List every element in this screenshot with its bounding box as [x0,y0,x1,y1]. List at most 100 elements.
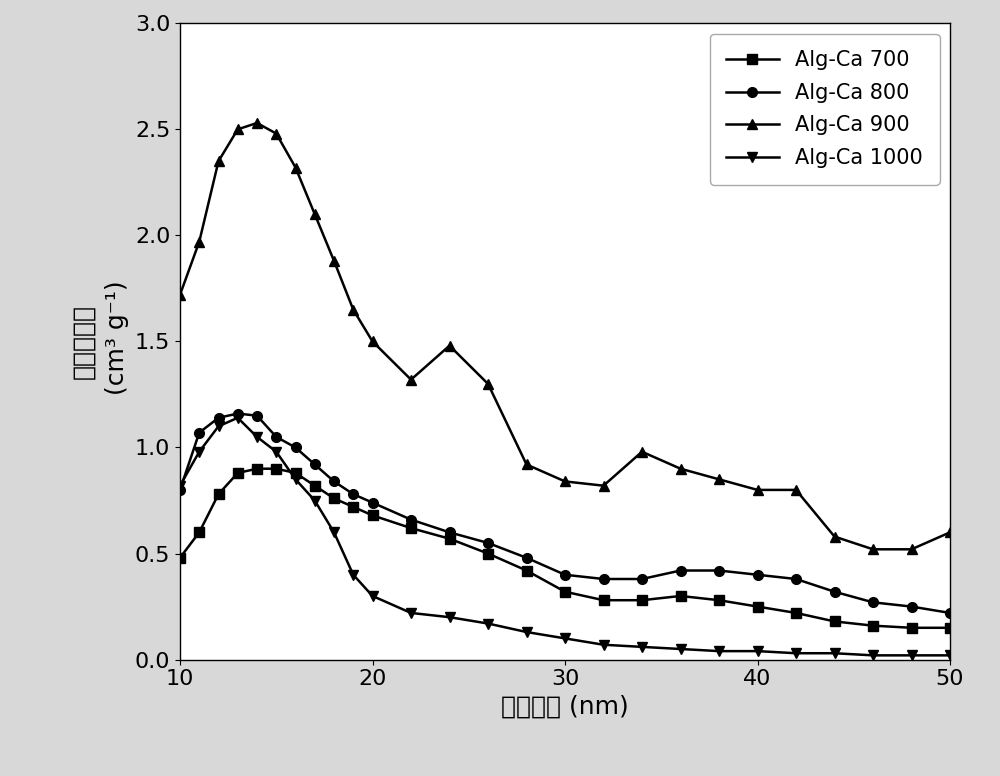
X-axis label: 孔径分布 (nm): 孔径分布 (nm) [501,695,629,719]
Alg-Ca 700 [444,534,456,543]
Alg-Ca 700 [713,595,725,605]
Alg-Ca 800 [347,490,359,499]
Alg-Ca 900 [193,237,205,247]
Alg-Ca 800 [212,413,224,422]
Alg-Ca 900 [290,163,302,172]
Alg-Ca 900 [598,481,610,490]
Alg-Ca 700 [347,502,359,511]
Alg-Ca 800 [906,602,918,611]
Alg-Ca 900 [790,485,802,494]
Alg-Ca 900 [174,290,186,300]
Alg-Ca 1000 [366,591,378,601]
Line: Alg-Ca 900: Alg-Ca 900 [175,118,955,554]
Alg-Ca 800 [366,498,378,508]
Alg-Ca 800 [598,574,610,584]
Alg-Ca 700 [232,468,244,477]
Alg-Ca 700 [309,481,321,490]
Alg-Ca 900 [944,528,956,537]
Alg-Ca 700 [405,524,417,533]
Alg-Ca 900 [713,475,725,484]
Alg-Ca 1000 [752,646,764,656]
Alg-Ca 900 [347,305,359,314]
Alg-Ca 800 [482,539,494,548]
Alg-Ca 900 [636,447,648,456]
Alg-Ca 800 [328,476,340,486]
Alg-Ca 1000 [212,421,224,431]
Alg-Ca 700 [212,490,224,499]
Legend: Alg-Ca 700, Alg-Ca 800, Alg-Ca 900, Alg-Ca 1000: Alg-Ca 700, Alg-Ca 800, Alg-Ca 900, Alg-… [710,33,940,185]
Alg-Ca 1000 [232,413,244,422]
Alg-Ca 700 [906,623,918,632]
Alg-Ca 900 [232,125,244,134]
Alg-Ca 1000 [559,634,571,643]
Alg-Ca 800 [674,566,686,575]
Line: Alg-Ca 800: Alg-Ca 800 [175,409,955,618]
Alg-Ca 1000 [290,475,302,484]
Alg-Ca 700 [270,464,282,473]
Alg-Ca 1000 [444,612,456,622]
Alg-Ca 800 [251,411,263,421]
Alg-Ca 800 [752,570,764,580]
Alg-Ca 900 [520,460,532,469]
Alg-Ca 700 [559,587,571,597]
Alg-Ca 900 [366,337,378,346]
Alg-Ca 1000 [270,447,282,456]
Alg-Ca 900 [828,532,840,541]
Alg-Ca 1000 [636,643,648,652]
Alg-Ca 700 [366,511,378,520]
Alg-Ca 700 [752,602,764,611]
Alg-Ca 700 [174,553,186,563]
Alg-Ca 900 [559,476,571,486]
Alg-Ca 1000 [713,646,725,656]
Alg-Ca 700 [674,591,686,601]
Alg-Ca 900 [482,379,494,389]
Alg-Ca 800 [520,553,532,563]
Alg-Ca 1000 [674,644,686,653]
Y-axis label: 微分孔容积
 (cm³ g⁻¹): 微分孔容积 (cm³ g⁻¹) [72,280,129,403]
Alg-Ca 900 [212,157,224,166]
Alg-Ca 800 [559,570,571,580]
Alg-Ca 800 [828,587,840,597]
Alg-Ca 800 [444,528,456,537]
Alg-Ca 800 [290,443,302,452]
Alg-Ca 700 [944,623,956,632]
Alg-Ca 800 [405,515,417,525]
Alg-Ca 700 [193,528,205,537]
Alg-Ca 900 [444,341,456,350]
Alg-Ca 800 [270,432,282,442]
Alg-Ca 800 [309,460,321,469]
Alg-Ca 700 [636,595,648,605]
Alg-Ca 700 [867,621,879,630]
Alg-Ca 800 [193,428,205,438]
Alg-Ca 800 [944,608,956,618]
Alg-Ca 700 [251,464,263,473]
Alg-Ca 1000 [598,640,610,650]
Alg-Ca 1000 [347,570,359,580]
Alg-Ca 900 [405,375,417,384]
Alg-Ca 900 [270,129,282,138]
Alg-Ca 700 [328,494,340,503]
Alg-Ca 1000 [309,496,321,505]
Alg-Ca 700 [828,617,840,626]
Alg-Ca 700 [520,566,532,575]
Alg-Ca 1000 [174,481,186,490]
Alg-Ca 900 [674,464,686,473]
Alg-Ca 800 [636,574,648,584]
Alg-Ca 700 [598,595,610,605]
Alg-Ca 800 [790,574,802,584]
Alg-Ca 700 [790,608,802,618]
Alg-Ca 900 [906,545,918,554]
Alg-Ca 1000 [405,608,417,618]
Alg-Ca 1000 [193,447,205,456]
Alg-Ca 900 [752,485,764,494]
Alg-Ca 1000 [867,651,879,660]
Alg-Ca 1000 [328,528,340,537]
Alg-Ca 900 [328,256,340,265]
Alg-Ca 800 [232,409,244,418]
Alg-Ca 700 [290,468,302,477]
Alg-Ca 1000 [944,651,956,660]
Alg-Ca 1000 [520,627,532,636]
Alg-Ca 900 [867,545,879,554]
Alg-Ca 700 [482,549,494,558]
Alg-Ca 1000 [790,649,802,658]
